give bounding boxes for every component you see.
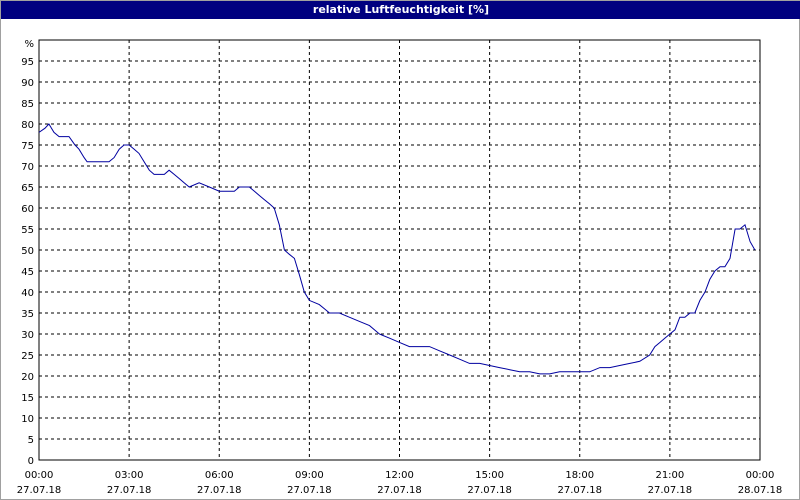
humidity-series-line	[38, 123, 756, 375]
x-tick-date-label: 27.07.18	[648, 485, 693, 496]
y-tick-label: 95	[21, 57, 34, 68]
y-tick-label: 85	[21, 99, 34, 110]
x-tick-date-label: 27.07.18	[197, 485, 242, 496]
x-tick-time-label: 21:00	[655, 470, 684, 481]
y-tick-label: 45	[21, 267, 34, 278]
grid-lines	[39, 40, 760, 460]
y-tick-label: 50	[21, 246, 34, 257]
x-tick-date-label: 27.07.18	[377, 485, 422, 496]
x-tick-time-label: 12:00	[385, 470, 414, 481]
y-tick-label: 30	[21, 330, 34, 341]
y-tick-label: 70	[21, 162, 34, 173]
y-tick-label: 0	[28, 456, 34, 467]
x-tick-date-label: 27.07.18	[467, 485, 512, 496]
y-tick-label: 75	[21, 141, 34, 152]
x-tick-date-label: 27.07.18	[17, 485, 62, 496]
y-tick-label: 55	[21, 225, 34, 236]
x-tick-time-label: 06:00	[205, 470, 234, 481]
y-tick-label: 40	[21, 288, 34, 299]
y-tick-label: 5	[28, 435, 34, 446]
y-axis-unit-label: %	[24, 39, 34, 50]
x-tick-date-label: 27.07.18	[107, 485, 152, 496]
y-tick-label: 15	[21, 393, 34, 404]
x-tick-time-label: 03:00	[115, 470, 144, 481]
x-tick-date-label: 27.07.18	[287, 485, 332, 496]
y-tick-label: 20	[21, 372, 34, 383]
x-tick-time-label: 00:00	[25, 470, 54, 481]
x-tick-date-label: 27.07.18	[557, 485, 602, 496]
x-tick-time-label: 18:00	[565, 470, 594, 481]
y-axis-ticks: 0 5 10 15 20 25 30 35 40 45 50 55 60 65 70 75 80 85 90 95	[21, 57, 34, 467]
y-tick-label: 90	[21, 78, 34, 89]
x-tick-time-label: 09:00	[295, 470, 324, 481]
y-tick-label: 60	[21, 204, 34, 215]
x-tick-date-label: 28.07.18	[738, 485, 783, 496]
y-tick-label: 35	[21, 309, 34, 320]
y-tick-label: 25	[21, 351, 34, 362]
x-tick-time-label: 00:00	[746, 470, 775, 481]
y-tick-label: 65	[21, 183, 34, 194]
chart-title: relative Luftfeuchtigkeit [%]	[1, 1, 800, 19]
y-tick-label: 10	[21, 414, 34, 425]
y-tick-label: 80	[21, 120, 34, 131]
x-axis-ticks: 00:00 27.07.18 03:00 27.07.18 06:00 27.07.18 0…	[17, 470, 783, 496]
x-tick-time-label: 15:00	[475, 470, 504, 481]
